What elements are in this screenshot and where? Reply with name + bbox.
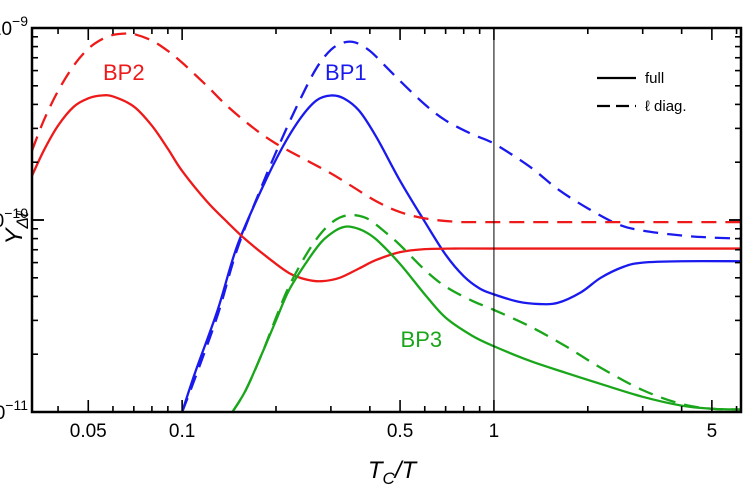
x-tick-label: 0.5 xyxy=(387,421,413,442)
curves xyxy=(32,32,741,412)
x-axis-title-rest: /T xyxy=(393,457,419,484)
y-tick-base: 10 xyxy=(0,211,4,232)
y-tick-label: 10−10 xyxy=(0,205,28,232)
y-tick-label: 10−11 xyxy=(0,397,28,424)
series-bp1-full-line xyxy=(181,94,741,412)
axis-titles: TC/T YΔℓ xyxy=(1,211,418,488)
y-tick-base: 10 xyxy=(0,403,5,424)
series-label-bp2: BP2 xyxy=(103,60,145,85)
x-axis-title: TC/T xyxy=(368,457,419,488)
series-bp2-full-line xyxy=(32,94,741,283)
y-tick-label: 10−9 xyxy=(0,13,28,40)
y-tick-exponent: −10 xyxy=(4,205,28,221)
series-bp2-diag-line xyxy=(32,32,741,224)
series-annotations: BP2 BP1 BP3 xyxy=(103,60,442,352)
series-bp1-diag-line xyxy=(181,40,741,412)
series-label-bp3: BP3 xyxy=(401,327,443,352)
ticks xyxy=(32,27,741,413)
y-axis-title-subscript: Δℓ xyxy=(13,211,32,229)
plot-frame xyxy=(30,26,743,414)
x-tick-label: 0.05 xyxy=(70,421,107,442)
series-bp3-diag-line xyxy=(231,213,741,412)
x-tick-label: 0.1 xyxy=(169,421,195,442)
legend: full ℓ diag. xyxy=(597,70,687,115)
x-axis-title-main: T xyxy=(368,457,385,484)
y-tick-exponent: −9 xyxy=(12,13,28,29)
legend-label-dashed: ℓ diag. xyxy=(645,98,687,115)
x-tick-label: 5 xyxy=(707,421,718,442)
y-tick-base: 10 xyxy=(0,19,12,40)
x-tick-label: 1 xyxy=(489,421,500,442)
y-tick-exponent: −11 xyxy=(5,397,28,413)
legend-label-solid: full xyxy=(645,70,664,87)
y-axis-title: YΔℓ xyxy=(1,211,32,244)
series-bp3-full-line xyxy=(231,225,741,412)
tick-labels: 0.050.10.51510−1110−1010−9 xyxy=(0,13,717,442)
y-axis-title-main: Y xyxy=(1,226,28,244)
series-label-bp1: BP1 xyxy=(325,60,367,85)
x-axis-title-subscript: C xyxy=(383,469,396,488)
